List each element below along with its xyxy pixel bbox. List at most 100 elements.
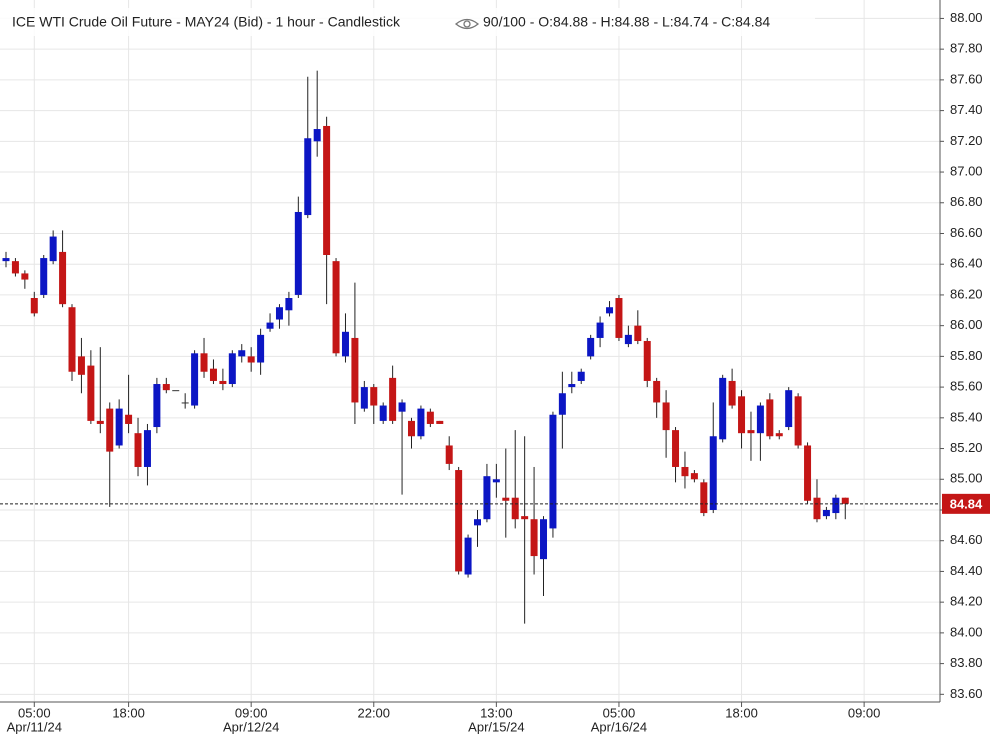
candle-body: [172, 390, 180, 392]
x-tick-label: 18:00: [725, 705, 758, 720]
y-tick-label: 87.60: [950, 71, 983, 86]
candle-body: [662, 402, 670, 431]
candle-body: [643, 341, 651, 381]
candle-body: [30, 298, 38, 314]
candle-body: [351, 337, 359, 403]
x-tick-label: 05:00: [18, 705, 51, 720]
candle-body: [209, 368, 217, 381]
candle-body: [153, 384, 161, 428]
candle-body: [785, 390, 793, 428]
candle-body: [294, 211, 302, 295]
candle-body: [841, 497, 849, 504]
y-tick-label: 84.40: [950, 563, 983, 578]
candle-body: [568, 384, 576, 388]
chart-info: 90/100 - O:84.88 - H:84.88 - L:84.74 - C…: [483, 14, 770, 30]
candle-body: [228, 353, 236, 385]
y-tick-label: 87.80: [950, 41, 983, 56]
candle-body: [379, 405, 387, 421]
candle-body: [200, 353, 208, 372]
candle-body: [483, 476, 491, 520]
x-date-label: Apr/12/24: [223, 719, 279, 734]
candle-body: [162, 384, 170, 391]
eye-icon[interactable]: [454, 18, 480, 30]
candle-body: [360, 387, 368, 409]
candle-body: [191, 353, 199, 406]
candle-body: [341, 331, 349, 357]
last-price-label: 84.84: [950, 496, 983, 511]
candle-body: [813, 497, 821, 520]
candle-body: [464, 537, 472, 575]
candle-body: [134, 433, 142, 467]
candle-body: [549, 414, 557, 529]
candle-body: [238, 350, 246, 357]
y-tick-label: 86.60: [950, 225, 983, 240]
x-tick-label: 22:00: [357, 705, 390, 720]
y-tick-label: 85.20: [950, 440, 983, 455]
candle-body: [822, 509, 830, 517]
candle-body: [445, 445, 453, 464]
candle-body: [125, 414, 133, 424]
y-tick-label: 87.20: [950, 133, 983, 148]
candle-body: [323, 125, 331, 255]
candle-body: [794, 396, 802, 446]
candle-body: [370, 387, 378, 406]
candle-body: [332, 261, 340, 354]
candle-body: [96, 420, 104, 424]
candle-body: [455, 470, 463, 572]
candle-body: [681, 466, 689, 477]
y-tick-label: 87.40: [950, 102, 983, 117]
last-price-box: [942, 493, 990, 514]
candle-body: [832, 497, 840, 514]
candle-body: [106, 408, 114, 452]
candle-body: [615, 298, 623, 338]
candle-body: [417, 408, 425, 437]
y-tick-label: 85.60: [950, 379, 983, 394]
candle-body: [398, 402, 406, 412]
candle-body: [115, 408, 123, 446]
chart-title: ICE WTI Crude Oil Future - MAY24 (Bid) -…: [12, 14, 401, 30]
candle-body: [558, 393, 566, 415]
candle-body: [634, 325, 642, 342]
candle-body: [766, 399, 774, 437]
candle-body: [521, 516, 529, 520]
candle-body: [285, 298, 293, 311]
candle-body: [59, 251, 67, 305]
candle-body: [511, 497, 519, 520]
candle-body: [77, 356, 85, 375]
candle-body: [624, 334, 632, 345]
y-tick-label: 86.80: [950, 194, 983, 209]
candle-body: [426, 411, 434, 424]
candle-body: [728, 380, 736, 406]
candle-body: [474, 519, 481, 526]
y-tick-label: 86.20: [950, 286, 983, 301]
x-tick-label: 13:00: [480, 705, 513, 720]
y-tick-label: 83.80: [950, 655, 983, 670]
x-tick-label: 09:00: [235, 705, 268, 720]
candle-body: [21, 273, 29, 280]
y-tick-label: 87.00: [950, 163, 983, 178]
candle-body: [540, 519, 548, 560]
candle-body: [492, 479, 500, 483]
candle-body: [756, 405, 764, 434]
candle-body: [672, 430, 680, 467]
x-date-label: Apr/15/24: [468, 719, 524, 734]
x-date-label: Apr/11/24: [7, 719, 62, 734]
x-tick-label: 18:00: [112, 705, 145, 720]
candle-body: [257, 334, 265, 363]
eye-pupil: [463, 20, 471, 28]
candle-body: [87, 365, 95, 421]
candle-body: [11, 261, 19, 274]
candles: [2, 70, 849, 624]
y-tick-label: 86.40: [950, 256, 983, 271]
candle-body: [275, 307, 283, 320]
x-tick-label: 05:00: [603, 705, 636, 720]
candle-body: [804, 445, 812, 501]
candle-body: [407, 420, 415, 437]
y-tick-label: 85.00: [950, 471, 983, 486]
x-date-label: Apr/16/24: [591, 719, 647, 734]
candle-body: [40, 258, 48, 295]
candle-body: [247, 356, 255, 363]
eye-outline: [454, 18, 480, 30]
candle-body: [653, 380, 661, 403]
